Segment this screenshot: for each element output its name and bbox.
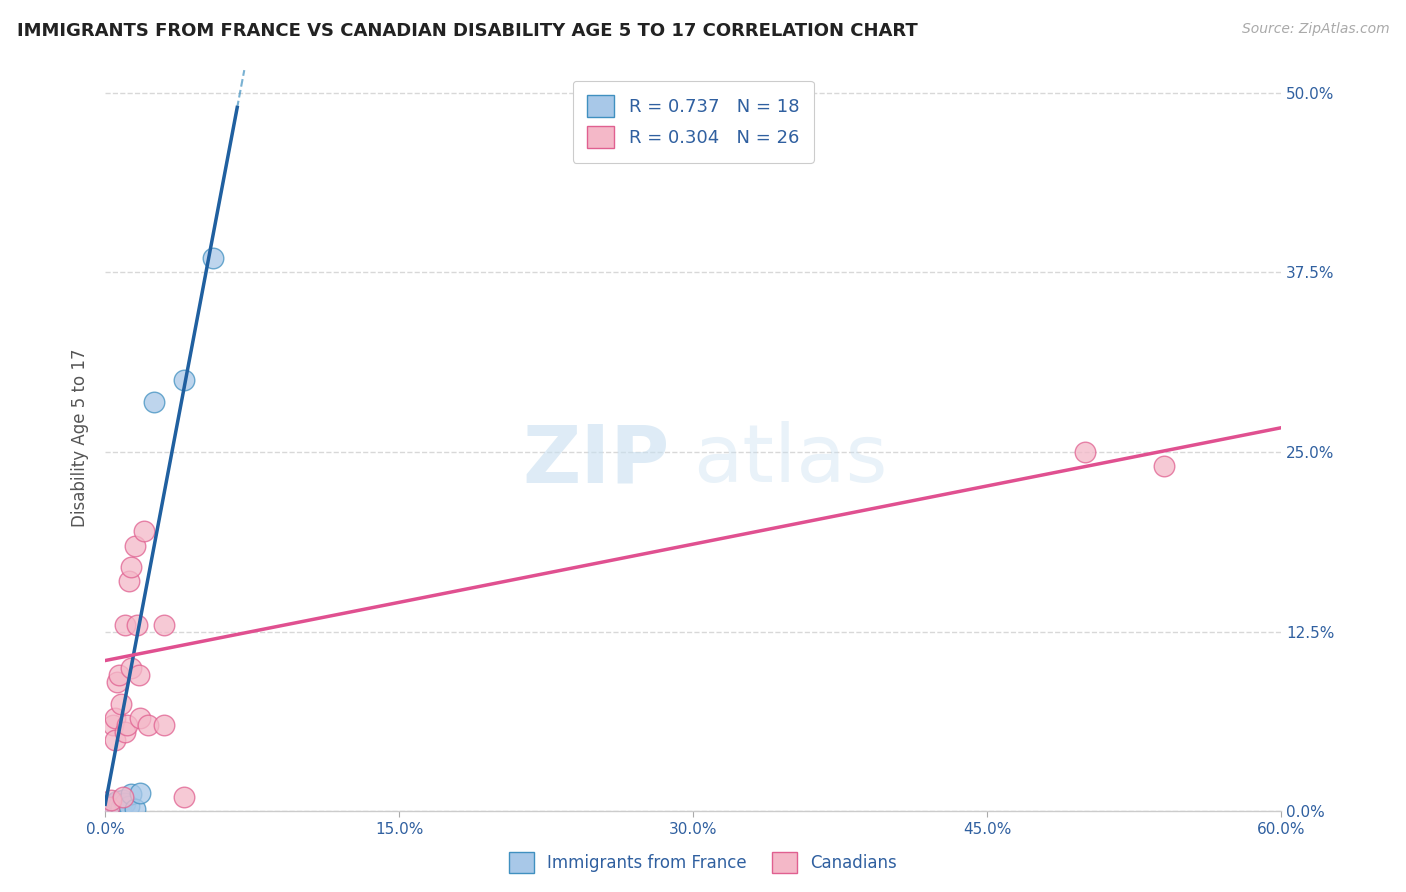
- Point: [124, 801, 146, 815]
- Point: [129, 786, 152, 800]
- Point: [104, 796, 127, 810]
- Text: IMMIGRANTS FROM FRANCE VS CANADIAN DISABILITY AGE 5 TO 17 CORRELATION CHART: IMMIGRANTS FROM FRANCE VS CANADIAN DISAB…: [17, 22, 918, 40]
- Point: [173, 373, 195, 387]
- Point: [110, 697, 132, 711]
- Point: [124, 539, 146, 553]
- Point: [105, 794, 128, 808]
- Point: [101, 798, 124, 813]
- Point: [153, 617, 176, 632]
- Text: atlas: atlas: [693, 421, 887, 500]
- Point: [120, 787, 142, 801]
- Point: [105, 800, 128, 814]
- Point: [110, 800, 132, 814]
- Point: [105, 675, 128, 690]
- Point: [125, 617, 148, 632]
- Point: [108, 668, 131, 682]
- Point: [120, 661, 142, 675]
- Point: [118, 798, 141, 813]
- Point: [1153, 459, 1175, 474]
- Point: [104, 732, 127, 747]
- Point: [134, 524, 156, 538]
- Point: [98, 800, 121, 814]
- Point: [111, 790, 134, 805]
- Point: [173, 790, 195, 805]
- Point: [128, 668, 150, 682]
- Point: [108, 797, 131, 812]
- Y-axis label: Disability Age 5 to 17: Disability Age 5 to 17: [72, 349, 89, 527]
- Point: [114, 725, 136, 739]
- Point: [101, 718, 124, 732]
- Legend: Immigrants from France, Canadians: Immigrants from France, Canadians: [502, 846, 904, 880]
- Point: [1074, 445, 1097, 459]
- Point: [143, 394, 166, 409]
- Point: [111, 793, 134, 807]
- Legend: R = 0.737   N = 18, R = 0.304   N = 26: R = 0.737 N = 18, R = 0.304 N = 26: [572, 80, 814, 162]
- Point: [115, 718, 138, 732]
- Point: [114, 617, 136, 632]
- Point: [104, 711, 127, 725]
- Point: [98, 800, 121, 814]
- Point: [153, 718, 176, 732]
- Text: Source: ZipAtlas.com: Source: ZipAtlas.com: [1241, 22, 1389, 37]
- Point: [202, 251, 225, 265]
- Point: [100, 793, 122, 807]
- Point: [114, 796, 136, 810]
- Point: [129, 711, 152, 725]
- Text: ZIP: ZIP: [523, 421, 669, 500]
- Point: [100, 797, 122, 812]
- Point: [120, 560, 142, 574]
- Point: [118, 574, 141, 589]
- Point: [104, 801, 127, 815]
- Point: [138, 718, 160, 732]
